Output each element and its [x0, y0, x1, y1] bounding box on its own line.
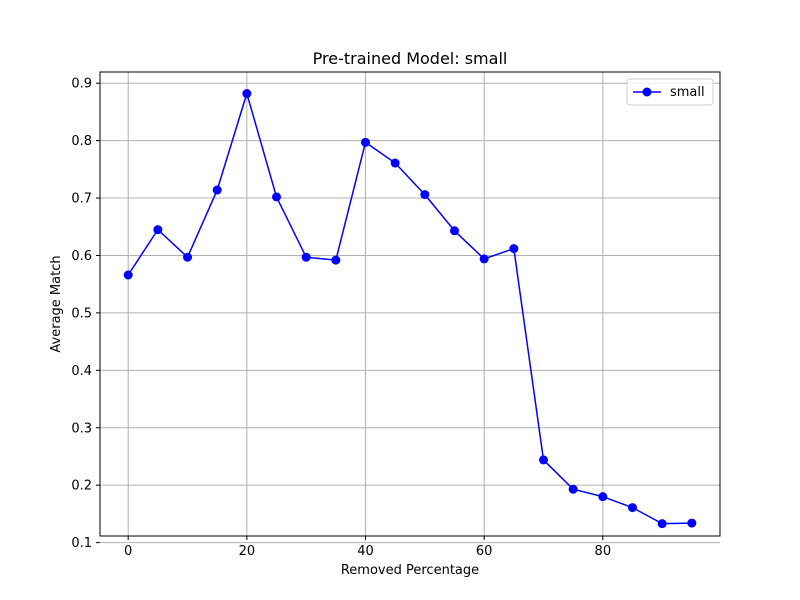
- data-point: [479, 254, 489, 264]
- data-point: [420, 190, 430, 200]
- y-axis-label: Average Match: [49, 255, 64, 352]
- data-point: [687, 518, 697, 528]
- x-axis: 0 20 40 60 80: [124, 536, 611, 559]
- legend-box: [626, 78, 714, 106]
- x-tick-label: 0: [124, 544, 132, 559]
- y-tick-label: 0.1: [71, 536, 92, 551]
- y-tick-label: 0.2: [71, 479, 92, 494]
- data-point: [627, 503, 637, 513]
- data-point: [657, 519, 667, 529]
- data-point: [301, 252, 311, 262]
- data-point: [212, 185, 222, 195]
- data-point: [598, 492, 608, 502]
- plot-frame: [99, 71, 721, 537]
- y-axis: 0.1 0.2 0.3 0.4 0.5 0.6 0.7 0.8 0.9: [71, 77, 100, 551]
- legend-marker-sample: [642, 87, 652, 97]
- y-tick-label: 0.4: [71, 364, 92, 379]
- y-tick-label: 0.9: [71, 77, 92, 92]
- series-layer: [123, 89, 697, 529]
- data-point: [242, 89, 252, 99]
- y-tick-label: 0.8: [71, 134, 92, 149]
- x-tick-label: 80: [595, 544, 612, 559]
- legend-label-small: small: [670, 85, 705, 100]
- grid-lines: [100, 72, 720, 544]
- data-point: [361, 137, 371, 147]
- data-point: [153, 225, 163, 235]
- y-tick-label: 0.3: [71, 421, 92, 436]
- data-point: [449, 226, 459, 236]
- data-point: [538, 455, 548, 465]
- data-point: [183, 252, 193, 262]
- data-point: [568, 484, 578, 494]
- x-tick-label: 40: [357, 544, 374, 559]
- data-point: [509, 244, 519, 254]
- y-tick-label: 0.7: [71, 192, 92, 207]
- x-tick-label: 20: [239, 544, 256, 559]
- data-point: [123, 270, 133, 280]
- data-point: [272, 192, 282, 202]
- x-tick-label: 60: [476, 544, 493, 559]
- x-axis-label: Removed Percentage: [341, 563, 479, 578]
- series-line: [127, 92, 692, 525]
- data-point: [390, 158, 400, 168]
- y-tick-label: 0.6: [71, 249, 92, 264]
- chart-title: Pre-trained Model: small: [313, 49, 508, 68]
- data-point: [331, 255, 341, 265]
- legend: small: [626, 78, 714, 106]
- y-tick-label: 0.5: [71, 306, 92, 321]
